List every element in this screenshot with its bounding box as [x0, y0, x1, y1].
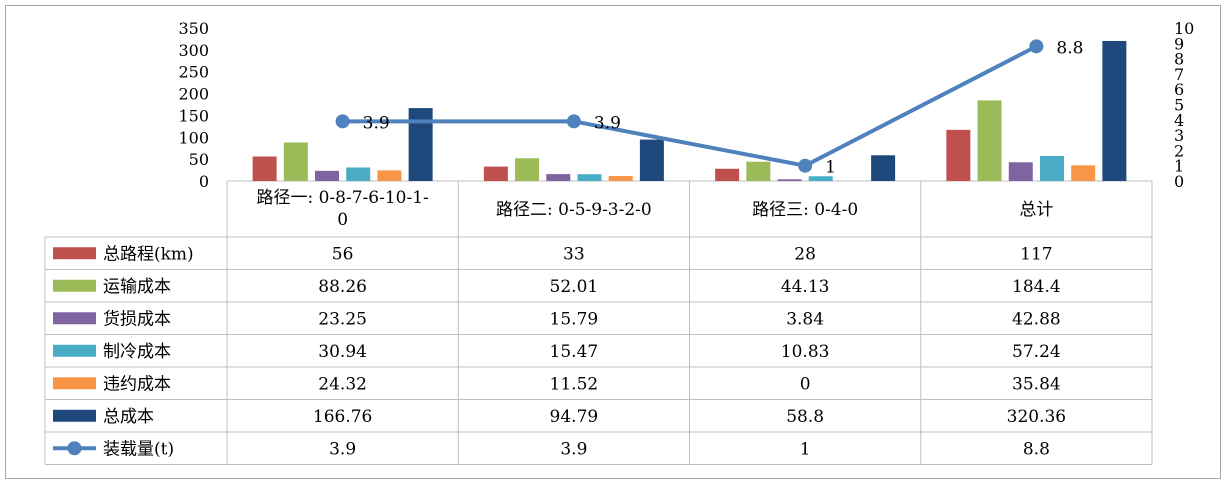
series-line-load	[342, 44, 1038, 168]
table-cell-value: 52.01	[550, 277, 599, 297]
line-data-label: 3.9	[594, 113, 621, 133]
table-cell-value: 57.24	[1012, 342, 1061, 362]
line-point	[566, 114, 581, 129]
table-cell-value: 44.13	[781, 277, 830, 297]
line-data-label: 8.8	[1056, 38, 1083, 58]
bar	[639, 139, 664, 181]
bar	[808, 176, 833, 181]
table-cell-value: 56	[332, 244, 354, 264]
table-cell-value: 42.88	[1012, 309, 1061, 329]
bar	[1008, 162, 1033, 181]
table-cell-value: 24.32	[318, 374, 367, 394]
table-cell-value: 320.36	[1007, 407, 1066, 427]
bar	[252, 156, 277, 181]
legend-swatch	[53, 409, 96, 422]
bar	[1102, 40, 1127, 182]
left-axis-tick-label: 250	[178, 63, 209, 82]
table-cell-value: 8.8	[1023, 439, 1050, 459]
legend-label: 总成本	[103, 407, 154, 427]
legend-swatch	[53, 344, 96, 357]
legend-line-marker	[67, 441, 82, 456]
right-axis-tick-label: 10	[1174, 19, 1194, 38]
table-cell-value: 11.52	[550, 374, 599, 394]
bar	[346, 167, 371, 181]
category-label: 路径三: 0-4-0	[752, 200, 858, 220]
left-axis-tick-label: 350	[178, 19, 209, 38]
table-cell-value: 30.94	[318, 342, 367, 362]
legend-swatch	[53, 377, 96, 390]
legend-label: 货损成本	[103, 309, 171, 329]
table-cell-value: 94.79	[550, 407, 599, 427]
right-axis-tick-label: 5	[1174, 96, 1184, 115]
right-axis-tick-label: 9	[1174, 34, 1184, 53]
table-cell-value: 35.84	[1012, 374, 1061, 394]
bar	[546, 174, 571, 181]
left-axis-tick-label: 300	[178, 41, 209, 60]
legend-label: 总路程(km)	[103, 244, 194, 264]
bar	[577, 174, 602, 181]
table-cell-value: 15.47	[550, 342, 599, 362]
right-axis-tick-label: 7	[1174, 65, 1184, 84]
table-cell-value: 1	[800, 439, 811, 459]
bar	[315, 170, 340, 181]
left-axis-tick-label: 150	[178, 106, 209, 125]
bar	[1039, 155, 1064, 181]
bar	[408, 108, 433, 181]
left-axis-tick-label: 0	[199, 172, 209, 191]
line-data-label: 1	[825, 158, 836, 178]
bar	[283, 142, 308, 181]
legend-swatch	[53, 279, 96, 292]
legend-swatch	[53, 312, 96, 325]
right-axis-tick-label: 2	[1174, 141, 1184, 160]
left-axis-tick-label: 200	[178, 85, 209, 104]
table-cell-value: 0	[800, 374, 811, 394]
table-cell-value: 3.9	[560, 439, 587, 459]
bar	[977, 100, 1002, 181]
table-cell-value: 166.76	[313, 407, 372, 427]
table-cell-value: 88.26	[318, 277, 367, 297]
table-cell-value: 117	[1020, 244, 1052, 264]
table-cell-value: 10.83	[781, 342, 830, 362]
legend-label: 运输成本	[103, 277, 171, 297]
table-cell-value: 3.84	[786, 309, 824, 329]
table-cell-value: 28	[794, 244, 816, 264]
category-label: 路径二: 0-5-9-3-2-0	[496, 200, 652, 220]
table-cell-value: 58.8	[786, 407, 824, 427]
table-cell-value: 15.79	[550, 309, 599, 329]
chart-frame	[5, 5, 1221, 479]
table-cell-value: 23.25	[318, 309, 367, 329]
bar	[377, 170, 402, 181]
table-cell-value: 184.4	[1012, 277, 1061, 297]
bar	[515, 158, 540, 181]
bar	[608, 175, 633, 181]
bar	[1071, 165, 1096, 181]
right-axis-tick-label: 0	[1174, 172, 1184, 191]
table-cell-value: 33	[563, 244, 585, 264]
bar	[946, 129, 971, 181]
legend-label: 装载量(t)	[103, 439, 174, 459]
right-axis-tick-label: 4	[1174, 111, 1184, 130]
bar	[483, 166, 508, 181]
legend-label: 违约成本	[103, 374, 171, 394]
bar	[777, 179, 802, 181]
bar	[746, 161, 771, 181]
line-data-label: 3.9	[363, 113, 390, 133]
right-axis-tick-label: 6	[1174, 80, 1184, 99]
category-label: 路径一: 0-8-7-6-10-1-0	[256, 188, 428, 230]
table-cell-value: 3.9	[329, 439, 356, 459]
line-point	[798, 158, 813, 173]
line-point	[335, 114, 350, 129]
legend-swatch	[53, 247, 96, 260]
right-axis-tick-label: 1	[1174, 157, 1184, 176]
right-axis-tick-label: 3	[1174, 126, 1184, 145]
left-axis-tick-label: 50	[189, 150, 209, 169]
bar	[715, 168, 740, 181]
legend-label: 制冷成本	[103, 342, 171, 362]
left-axis-tick-label: 100	[178, 128, 209, 147]
category-label: 总计	[1019, 200, 1053, 220]
right-axis-tick-label: 8	[1174, 50, 1184, 69]
bar	[871, 155, 896, 181]
line-point	[1029, 39, 1044, 54]
